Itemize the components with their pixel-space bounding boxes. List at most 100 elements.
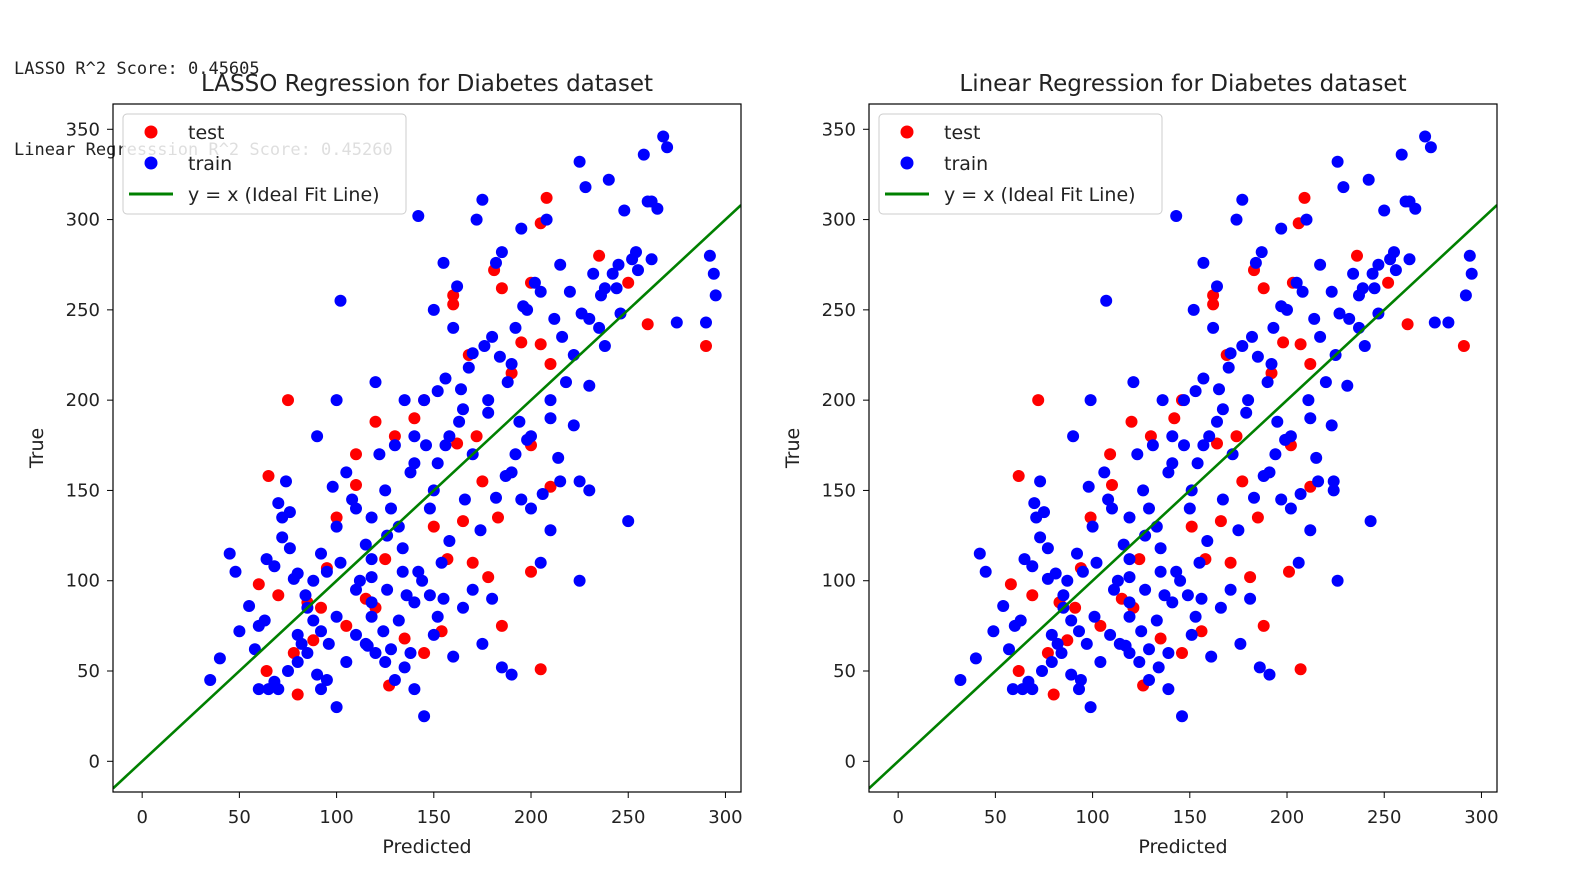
- train-point: [1174, 574, 1187, 587]
- train-point: [1123, 553, 1136, 566]
- test-point: [1032, 394, 1045, 407]
- train-point: [1146, 439, 1159, 452]
- train-point: [1084, 701, 1097, 714]
- train-point: [1197, 256, 1210, 269]
- train-point: [1154, 565, 1167, 578]
- train-point: [1248, 491, 1260, 504]
- train-point: [1331, 155, 1344, 168]
- train-point: [1156, 394, 1169, 407]
- train-point: [1255, 246, 1268, 259]
- train-point: [486, 592, 499, 605]
- train-point: [587, 267, 600, 280]
- train-point: [1082, 480, 1095, 493]
- test-point: [388, 430, 401, 443]
- train-point: [1197, 439, 1210, 452]
- test-point: [1168, 412, 1181, 425]
- lasso-ytick-label: 0: [89, 751, 100, 772]
- train-point: [311, 668, 324, 681]
- test-point: [1265, 367, 1278, 380]
- train-point: [315, 625, 327, 638]
- train-point: [1364, 515, 1377, 528]
- train-point: [1073, 625, 1085, 638]
- test-point: [1224, 556, 1237, 569]
- train-point: [1242, 394, 1255, 407]
- train-point: [1333, 307, 1346, 320]
- linear-ytick-label: 250: [822, 300, 856, 321]
- test-point: [418, 647, 431, 659]
- train-point: [1041, 542, 1054, 555]
- test-point: [350, 448, 362, 461]
- train-point: [229, 565, 242, 578]
- test-point: [1257, 282, 1270, 295]
- train-point: [1178, 394, 1190, 407]
- train-point: [1191, 457, 1204, 470]
- train-point: [1074, 674, 1087, 686]
- train-point: [579, 181, 592, 194]
- train-point: [612, 258, 625, 271]
- train-point: [359, 538, 372, 551]
- train-point: [515, 493, 528, 506]
- test-point: [447, 289, 460, 302]
- train-point: [373, 448, 386, 461]
- train-point: [1187, 303, 1200, 316]
- train-point: [447, 321, 460, 334]
- train-point: [583, 379, 596, 392]
- train-point: [1314, 258, 1327, 271]
- train-point: [388, 439, 401, 452]
- test-point: [525, 565, 537, 578]
- train-point: [540, 213, 553, 226]
- train-point: [420, 439, 432, 452]
- train-point: [457, 601, 469, 614]
- lasso-xtick-label: 0: [136, 807, 147, 828]
- train-point: [1071, 547, 1083, 560]
- train-point: [515, 222, 528, 235]
- train-point: [1143, 643, 1155, 656]
- train-point: [412, 565, 425, 578]
- test-point: [1207, 289, 1220, 302]
- train-point: [291, 656, 304, 668]
- train-point: [458, 493, 471, 506]
- train-point: [365, 571, 378, 584]
- train-point: [552, 451, 565, 464]
- train-point: [1154, 542, 1167, 555]
- train-point: [509, 321, 522, 334]
- train-point: [1057, 589, 1070, 602]
- train-point: [645, 253, 658, 266]
- test-point: [1004, 578, 1017, 591]
- train-point: [544, 412, 557, 425]
- train-point: [307, 614, 320, 627]
- test-point: [1154, 632, 1167, 645]
- linear-legend-label: train: [944, 153, 988, 175]
- train-point: [1384, 253, 1397, 266]
- train-point: [632, 264, 644, 277]
- train-point: [1240, 406, 1253, 419]
- train-point: [583, 484, 596, 497]
- train-point: [1284, 502, 1297, 515]
- train-point: [495, 246, 508, 259]
- train-point: [427, 628, 440, 641]
- test-point: [262, 470, 275, 482]
- train-point: [1314, 330, 1327, 343]
- test-point: [1382, 276, 1395, 289]
- test-point: [287, 647, 300, 659]
- linear-ideal-fit-line: [869, 204, 1497, 790]
- train-point: [478, 340, 491, 352]
- train-point: [1162, 647, 1175, 659]
- lasso-xtick-label: 150: [417, 807, 451, 828]
- train-point: [979, 565, 992, 578]
- test-point: [1195, 625, 1208, 638]
- linear-xtick-label: 100: [1075, 807, 1109, 828]
- train-point: [573, 475, 586, 488]
- linear-xtick-label: 250: [1367, 807, 1401, 828]
- train-point: [1368, 282, 1381, 295]
- train-point: [291, 567, 304, 580]
- train-point: [1327, 475, 1340, 488]
- train-point: [1034, 531, 1047, 544]
- test-point: [350, 479, 362, 491]
- test-point: [1144, 430, 1157, 443]
- test-point: [622, 276, 635, 289]
- lasso-chart: 0 50 100 150 200 250 300 0 50 100 150 200 250 300 350 L…: [26, 71, 743, 858]
- lasso-legend-marker-test: [144, 125, 158, 139]
- train-point: [379, 484, 392, 497]
- train-point: [1119, 639, 1132, 652]
